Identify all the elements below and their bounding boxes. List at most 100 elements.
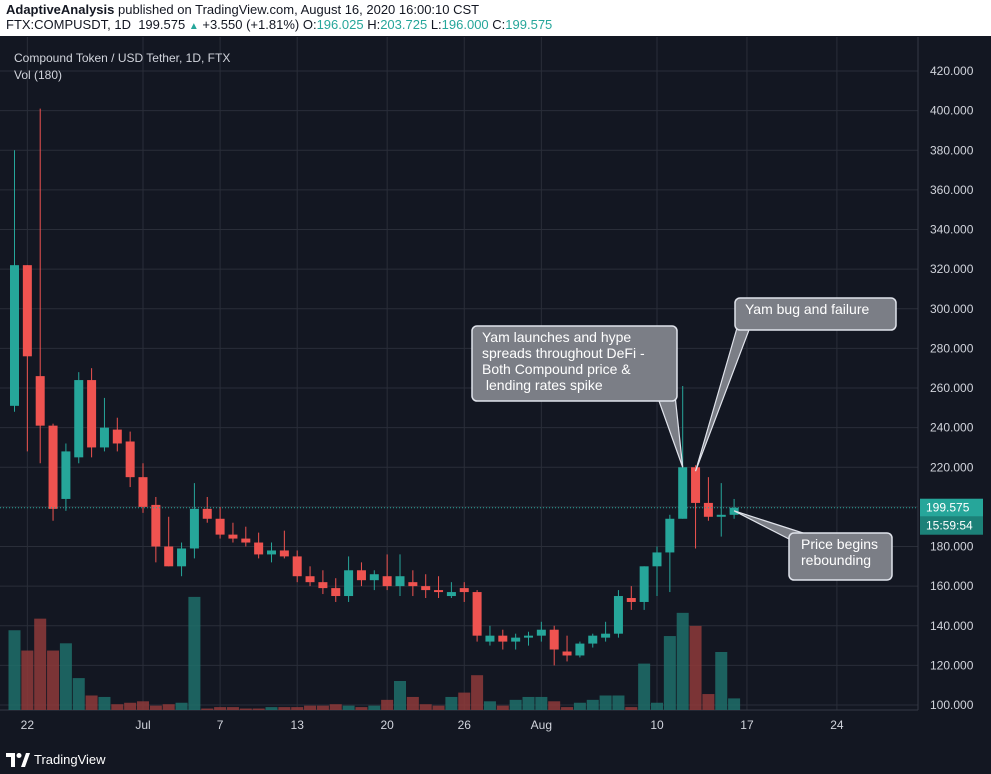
candle-body bbox=[421, 586, 431, 591]
candle-body bbox=[151, 504, 161, 547]
volume-bar bbox=[59, 643, 72, 710]
candle-body bbox=[318, 582, 328, 589]
candle-body bbox=[498, 635, 508, 642]
y-tick-label: 420.000 bbox=[930, 64, 974, 78]
publication-bar: AdaptiveAnalysis published on TradingVie… bbox=[0, 0, 991, 36]
volume-bar bbox=[137, 701, 149, 710]
candle-body bbox=[395, 576, 405, 587]
candle-body bbox=[369, 574, 379, 581]
up-arrow-icon: ▲ bbox=[188, 21, 199, 32]
annotation-text: Price begins rebounding bbox=[801, 536, 878, 568]
volume-bar bbox=[638, 663, 651, 710]
candle-body bbox=[35, 376, 45, 426]
candle-body bbox=[665, 518, 675, 553]
annotation-box bbox=[734, 297, 897, 331]
candle-body bbox=[536, 629, 546, 636]
volume-bar bbox=[291, 707, 304, 710]
x-tick-label: Aug bbox=[531, 718, 552, 732]
candle-body bbox=[511, 637, 521, 642]
volume-bar bbox=[612, 695, 625, 710]
annotation-box bbox=[788, 532, 893, 581]
candle-body bbox=[112, 429, 122, 444]
y-tick-label: 260.000 bbox=[930, 381, 974, 395]
volume-bar bbox=[111, 704, 124, 710]
volume-bar bbox=[471, 675, 484, 710]
x-tick-label: 7 bbox=[217, 718, 224, 732]
symbol-info: FTX:COMPUSDT, 1D 199.575 ▲ +3.550 (+1.81… bbox=[6, 17, 552, 32]
volume-bar bbox=[689, 625, 702, 710]
candle-body bbox=[613, 596, 623, 634]
volume-bar bbox=[663, 636, 676, 710]
volume-bar bbox=[702, 694, 715, 710]
candle-body bbox=[562, 651, 572, 656]
volume-bar bbox=[419, 704, 432, 710]
close-label: C: bbox=[492, 17, 506, 32]
candle-body bbox=[639, 566, 649, 602]
volume-bar bbox=[72, 678, 85, 710]
y-tick-label: 220.000 bbox=[930, 460, 974, 474]
candle-body bbox=[267, 550, 276, 555]
candle-body bbox=[652, 552, 662, 567]
candle-body bbox=[125, 441, 135, 478]
candle-body bbox=[138, 477, 148, 507]
candle-body bbox=[202, 508, 212, 519]
candle-body bbox=[356, 570, 366, 581]
y-tick-label: 160.000 bbox=[930, 579, 974, 593]
open-value: 196.025 bbox=[316, 17, 364, 32]
volume-bar bbox=[394, 681, 406, 710]
y-tick-label: 340.000 bbox=[930, 223, 974, 237]
candle-body bbox=[254, 542, 264, 555]
x-tick-label: 17 bbox=[740, 718, 754, 732]
volume-bar bbox=[34, 618, 47, 710]
volume-bar bbox=[548, 701, 561, 710]
volume-bar bbox=[342, 705, 355, 710]
volume-bar bbox=[329, 704, 342, 710]
volume-bar bbox=[175, 702, 188, 710]
candle-body bbox=[575, 643, 585, 656]
volume-bar bbox=[188, 596, 201, 710]
close-value: 199.575 bbox=[505, 17, 553, 32]
volume-bar bbox=[483, 701, 496, 710]
candle-body bbox=[678, 467, 688, 519]
volume-bar bbox=[406, 696, 419, 710]
candle-body bbox=[524, 635, 533, 638]
price-chart[interactable]: 100.000120.000140.000160.000180.000200.0… bbox=[0, 37, 991, 744]
volume-bar bbox=[149, 705, 162, 710]
volume-bar bbox=[265, 707, 278, 710]
volume-bar bbox=[445, 696, 458, 710]
footer bbox=[0, 744, 991, 774]
y-tick-label: 100.000 bbox=[930, 698, 974, 712]
open-label: O: bbox=[302, 17, 317, 32]
candle-body bbox=[691, 467, 701, 503]
volume-bar bbox=[458, 692, 471, 710]
candle-body bbox=[164, 546, 174, 567]
x-tick-label: 10 bbox=[650, 718, 664, 732]
x-tick-label: 22 bbox=[21, 718, 35, 732]
volume-bar bbox=[8, 630, 21, 710]
volume-bar bbox=[239, 708, 252, 710]
volume-bar bbox=[715, 652, 728, 710]
annotation-text: Yam launches and hype spreads throughout … bbox=[482, 329, 645, 393]
volume-bar bbox=[85, 695, 98, 710]
candle-body bbox=[703, 502, 713, 517]
volume-bar bbox=[625, 707, 638, 710]
tradingview-logo[interactable]: TradingView bbox=[6, 752, 106, 767]
candle-body bbox=[549, 629, 559, 650]
candle-body bbox=[305, 576, 315, 583]
x-tick-label: Jul bbox=[135, 718, 150, 732]
volume-bar bbox=[278, 707, 291, 710]
candle-body bbox=[61, 451, 71, 499]
candle-body bbox=[434, 590, 444, 593]
candle-body bbox=[331, 588, 341, 597]
candle-body bbox=[588, 635, 598, 644]
chart-title: Compound Token / USD Tether, 1D, FTX bbox=[14, 51, 231, 65]
volume-bar bbox=[573, 702, 586, 710]
candle-body bbox=[241, 538, 251, 543]
last-price-badge bbox=[920, 498, 983, 517]
low-label: L: bbox=[430, 17, 442, 32]
volume-bar bbox=[226, 707, 239, 710]
candle-body bbox=[22, 265, 32, 357]
volume-bar bbox=[47, 650, 60, 710]
publisher-name[interactable]: AdaptiveAnalysis bbox=[6, 2, 115, 17]
annotation-box bbox=[471, 325, 678, 402]
